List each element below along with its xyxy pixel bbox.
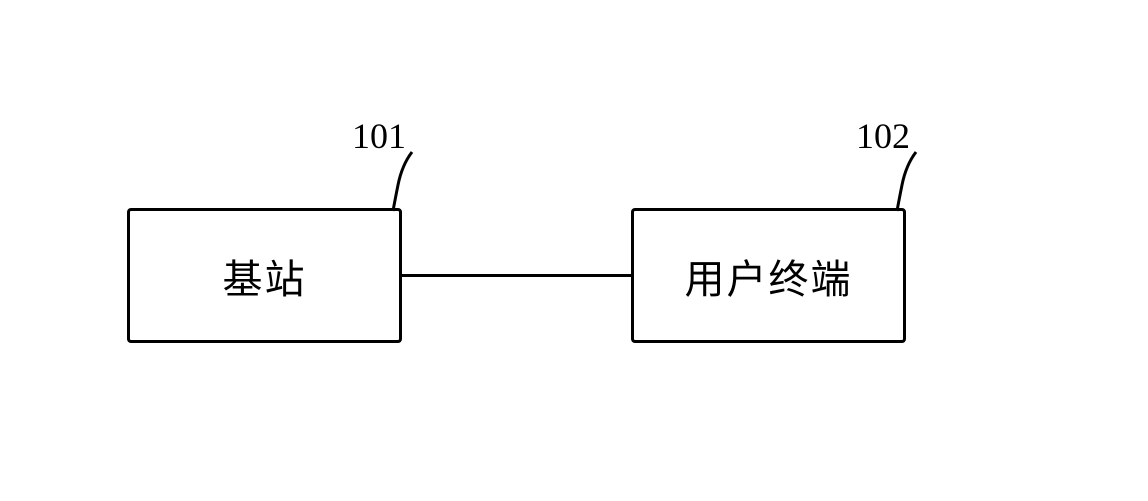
ref-number-101: 101 [352, 115, 406, 157]
node-base-station-label: 基站 [223, 247, 307, 305]
node-base-station: 基站 [127, 208, 402, 343]
node-user-terminal: 用户终端 [631, 208, 906, 343]
diagram-canvas: 基站 101 用户终端 102 [0, 0, 1148, 501]
ref-number-102: 102 [856, 115, 910, 157]
edge-base-to-user [402, 274, 631, 277]
node-user-terminal-label: 用户终端 [685, 247, 853, 305]
